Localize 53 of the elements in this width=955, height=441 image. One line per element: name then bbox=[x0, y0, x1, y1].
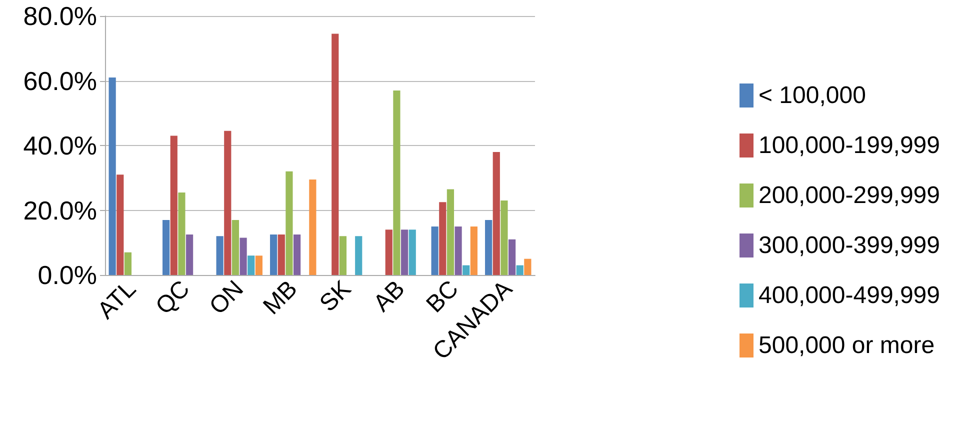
bar bbox=[332, 34, 339, 275]
bar bbox=[400, 230, 408, 275]
bar bbox=[431, 226, 438, 275]
bar bbox=[162, 220, 170, 275]
legend-label: < 100,000 bbox=[758, 82, 866, 109]
bar bbox=[454, 226, 462, 275]
bar bbox=[124, 252, 132, 275]
bar bbox=[178, 192, 186, 275]
bar bbox=[524, 258, 532, 275]
bar bbox=[385, 230, 392, 275]
bar bbox=[309, 179, 316, 275]
bar bbox=[408, 230, 416, 275]
y-tick-label: 40.0% bbox=[23, 130, 97, 160]
y-tick-label: 80.0% bbox=[23, 1, 97, 31]
bar bbox=[439, 202, 446, 275]
legend-label: 100,000-199,999 bbox=[758, 132, 940, 159]
bar bbox=[286, 171, 293, 275]
bar bbox=[462, 265, 470, 275]
legend-label: 500,000 or more bbox=[758, 332, 935, 359]
y-tick-label: 20.0% bbox=[23, 195, 97, 226]
bar bbox=[393, 90, 400, 275]
y-tick-label: 0.0% bbox=[38, 260, 97, 290]
x-tick-label: QC bbox=[150, 275, 196, 320]
bar bbox=[446, 189, 454, 275]
bar bbox=[116, 174, 124, 275]
bar bbox=[224, 130, 232, 275]
bar bbox=[485, 220, 492, 275]
bar bbox=[216, 236, 224, 275]
bar bbox=[240, 238, 247, 275]
x-tick-label: MB bbox=[258, 275, 303, 320]
bar bbox=[516, 265, 524, 275]
bar bbox=[255, 256, 262, 275]
bar bbox=[355, 236, 362, 275]
x-tick-label: SK bbox=[314, 275, 356, 318]
bar bbox=[248, 256, 255, 275]
bar bbox=[339, 236, 347, 275]
bar bbox=[293, 234, 301, 275]
bar bbox=[492, 152, 500, 275]
bar bbox=[278, 234, 285, 275]
x-tick-label: AB bbox=[368, 275, 410, 318]
y-tick-label: 60.0% bbox=[23, 66, 97, 96]
bar bbox=[500, 200, 508, 275]
bar bbox=[108, 78, 116, 275]
bar bbox=[170, 136, 178, 275]
bar bbox=[232, 220, 240, 275]
bar bbox=[470, 226, 478, 275]
legend-label: 200,000-299,999 bbox=[758, 182, 940, 209]
legend-label: 300,000-399,999 bbox=[758, 232, 940, 259]
x-tick-label: ON bbox=[204, 275, 249, 320]
bar bbox=[508, 239, 516, 275]
bar bbox=[186, 234, 194, 275]
legend-label: 400,000-499,999 bbox=[758, 282, 940, 309]
bar bbox=[270, 234, 278, 275]
